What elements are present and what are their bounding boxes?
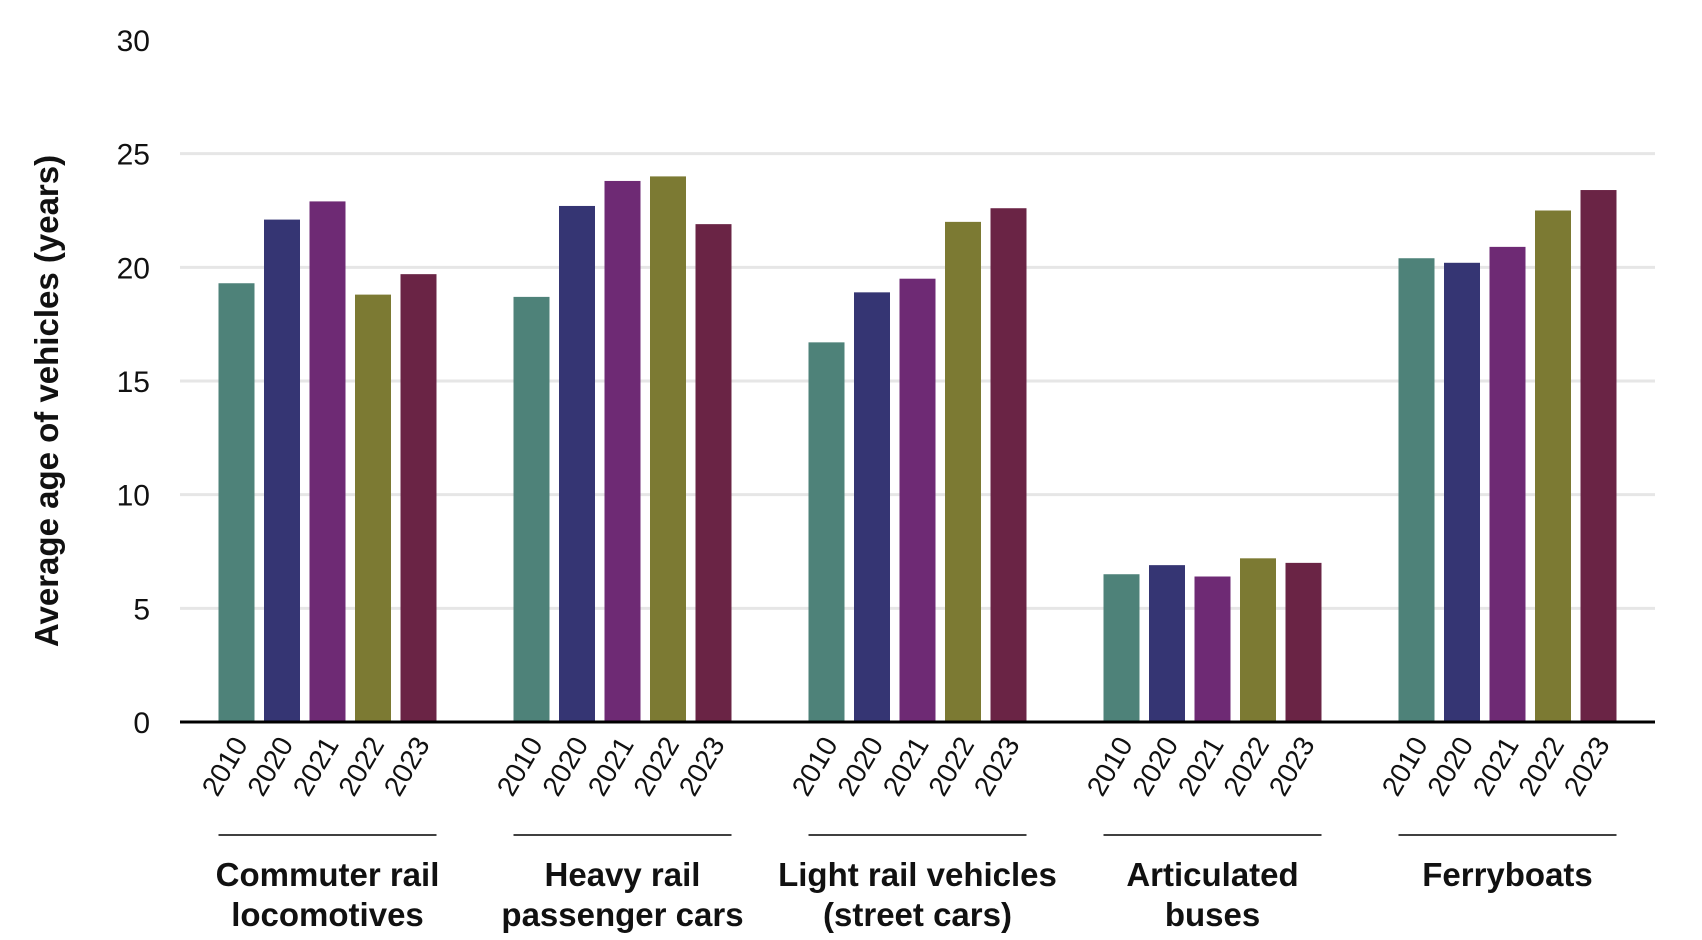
- x-tick-label: 2021: [1467, 732, 1525, 801]
- y-tick-label: 20: [117, 252, 150, 285]
- bar: [513, 296, 550, 722]
- x-tick-label: 2021: [877, 732, 935, 801]
- bar: [1580, 190, 1617, 723]
- bar: [1149, 565, 1185, 722]
- y-tick-label: 0: [133, 707, 150, 740]
- category-label: Commuter rail: [216, 856, 440, 893]
- x-tick-label: 2020: [1126, 732, 1184, 801]
- x-tick-label: 2021: [287, 732, 345, 801]
- bar: [945, 221, 981, 722]
- x-tick-label: 2023: [1263, 732, 1321, 801]
- category-label: Ferryboats: [1422, 856, 1593, 893]
- bar: [400, 274, 437, 722]
- category-label: passenger cars: [501, 896, 743, 933]
- category-label: Heavy rail: [545, 856, 701, 893]
- bar: [604, 180, 641, 723]
- y-tick-label: 5: [133, 593, 150, 626]
- y-tick-label: 25: [117, 139, 150, 172]
- x-tick-label: 2010: [491, 732, 549, 801]
- x-tick-label: 2020: [831, 732, 889, 801]
- x-tick-label: 2010: [196, 732, 254, 801]
- bar: [264, 219, 300, 723]
- bar: [1103, 574, 1140, 722]
- x-tick-label: 2022: [922, 732, 980, 801]
- category-label: Light rail vehicles: [778, 856, 1057, 893]
- x-tick-label: 2020: [536, 732, 594, 801]
- x-tick-label: 2023: [968, 732, 1026, 801]
- x-tick-label: 2023: [673, 732, 731, 801]
- bar: [1240, 558, 1276, 722]
- bar: [1444, 262, 1480, 722]
- bar: [990, 208, 1027, 722]
- bar: [650, 176, 686, 722]
- category-label: Articulated: [1126, 856, 1298, 893]
- x-tick-label: 2022: [1512, 732, 1570, 801]
- y-tick-label: 10: [117, 480, 150, 513]
- x-tick-label: 2020: [1421, 732, 1479, 801]
- x-tick-label: 2010: [1376, 732, 1434, 801]
- bar: [355, 294, 391, 722]
- x-tick-label: 2022: [1217, 732, 1275, 801]
- category-label: buses: [1165, 896, 1260, 933]
- x-tick-label: 2023: [378, 732, 436, 801]
- y-axis-ticks: 0 5 10 15 20 25 30: [117, 25, 150, 740]
- bar: [1489, 246, 1526, 722]
- y-tick-label: 15: [117, 366, 150, 399]
- x-tick-label: 2021: [1172, 732, 1230, 801]
- x-tick-label: 2010: [1081, 732, 1139, 801]
- y-axis-label: Average age of vehicles (years): [28, 155, 65, 647]
- category-label: locomotives: [231, 896, 424, 933]
- bar: [899, 278, 936, 722]
- bar: [309, 201, 346, 722]
- bar: [808, 342, 845, 722]
- x-tick-label: 2022: [332, 732, 390, 801]
- bar: [559, 205, 595, 722]
- x-tick-label: 2020: [241, 732, 299, 801]
- bar: [1285, 562, 1322, 722]
- bar: [1398, 258, 1435, 722]
- bar: [218, 283, 255, 722]
- category-label: (street cars): [823, 896, 1012, 933]
- bar: [695, 224, 732, 722]
- bar: [1194, 576, 1231, 722]
- x-tick-label: 2021: [582, 732, 640, 801]
- x-tick-label: 2022: [627, 732, 685, 801]
- x-tick-label: 2023: [1558, 732, 1616, 801]
- bar: [854, 292, 890, 722]
- bar: [1535, 210, 1571, 722]
- x-tick-label: 2010: [786, 732, 844, 801]
- bars: [218, 176, 1617, 723]
- y-tick-label: 30: [117, 25, 150, 58]
